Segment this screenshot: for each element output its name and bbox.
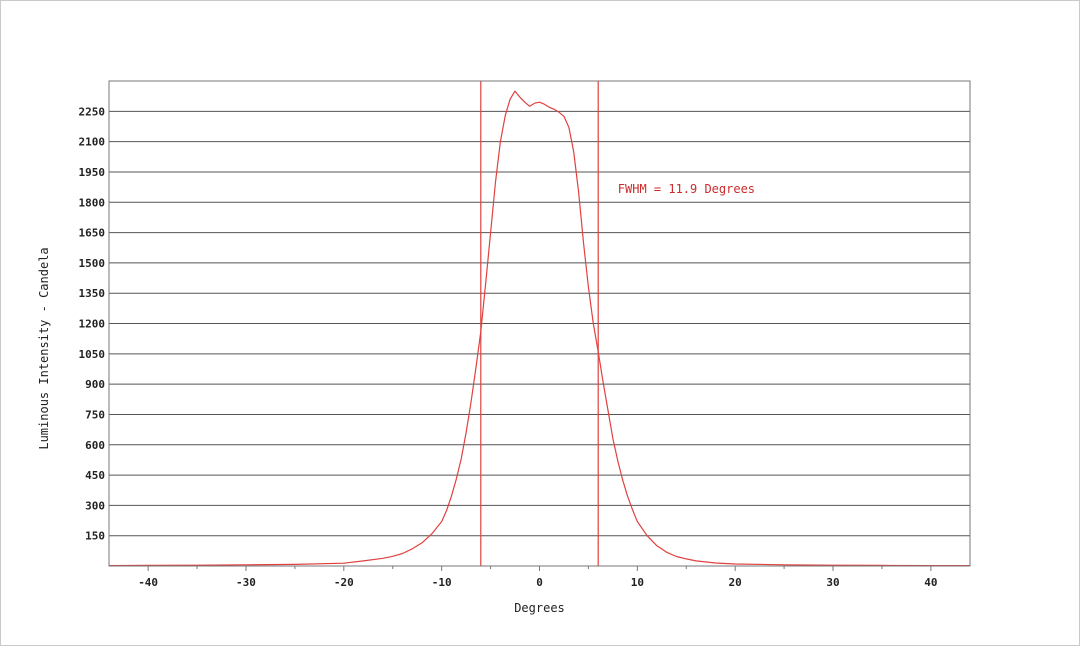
y-tick-label: 1950 (79, 166, 106, 179)
y-tick-label: 750 (85, 408, 105, 421)
series-layer (108, 90, 970, 567)
x-tick-label: 30 (826, 576, 839, 589)
x-tick-label: 10 (631, 576, 644, 589)
y-tick-label: 1500 (79, 257, 106, 270)
fwhm-annotation: FWHM = 11.9 Degrees (618, 182, 755, 196)
y-tick-label: 150 (85, 530, 105, 543)
x-axis-ticks: -40 -30 -20 -10 0 10 20 30 40 (138, 566, 937, 589)
intensity-curve (108, 90, 970, 567)
y-tick-label: 1350 (79, 287, 106, 300)
y-tick-label: 2250 (79, 105, 106, 118)
grid-lines (109, 110, 970, 537)
y-tick-label: 900 (85, 378, 105, 391)
y-tick-label: 1200 (79, 318, 106, 331)
y-tick-label: 1650 (79, 227, 106, 240)
y-tick-label: 450 (85, 469, 105, 482)
y-tick-label: 2100 (79, 136, 106, 149)
x-tick-label: -20 (334, 576, 354, 589)
y-tick-label: 300 (85, 499, 105, 512)
y-tick-label: 1050 (79, 348, 106, 361)
y-axis-label: Luminous Intensity - Candela (37, 247, 51, 449)
x-tick-label: 20 (729, 576, 742, 589)
y-axis-ticks: 150 300 450 600 750 900 1050 1200 1350 1500 1650 18… (79, 105, 106, 542)
x-tick-label: -10 (432, 576, 452, 589)
x-tick-label: 40 (924, 576, 937, 589)
x-tick-label: 0 (536, 576, 543, 589)
x-tick-label: -40 (138, 576, 158, 589)
y-tick-label: 1800 (79, 196, 106, 209)
fwhm-markers (480, 81, 599, 566)
x-tick-label: -30 (236, 576, 256, 589)
y-tick-label: 600 (85, 439, 105, 452)
x-axis-label: Degrees (514, 601, 565, 615)
